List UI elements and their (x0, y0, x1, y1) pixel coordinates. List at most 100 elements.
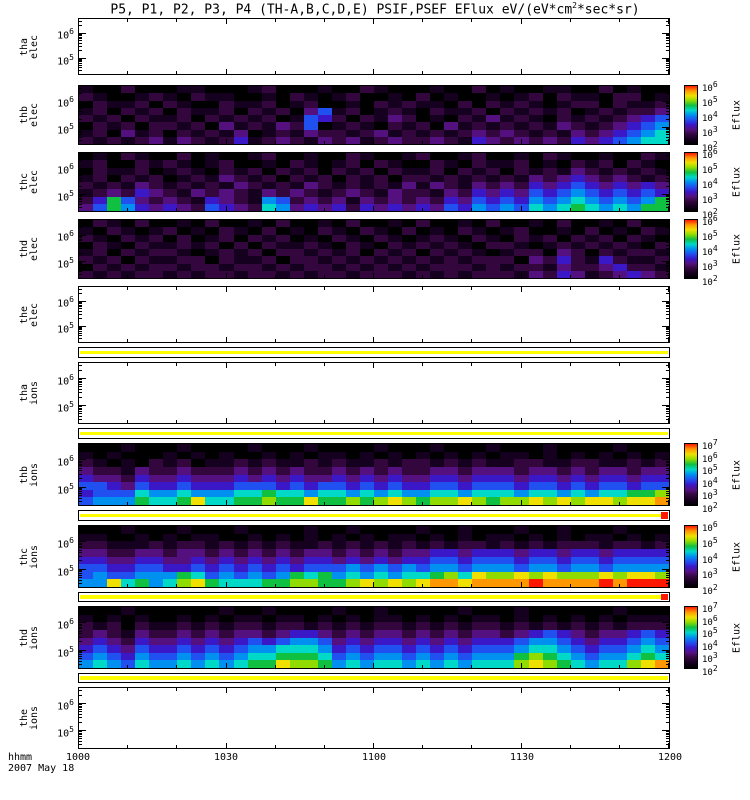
y-tick-minor (666, 713, 669, 715)
colorbar-tick-label: 103 (702, 259, 718, 273)
y-tick-minor (79, 181, 82, 183)
y-tick-label: 106 (57, 95, 74, 110)
line-strip-strip-2 (78, 428, 670, 439)
x-tick (127, 745, 129, 748)
y-tick-minor (666, 155, 669, 157)
y-tick-major (79, 649, 86, 651)
y-tick-label: 105 (57, 725, 74, 740)
y-tick-minor (79, 386, 82, 388)
x-tick (422, 287, 424, 290)
y-tick-minor (666, 542, 669, 544)
y-tick-minor (666, 104, 669, 106)
y-tick-label: 105 (57, 482, 74, 497)
y-tick-minor (666, 327, 669, 329)
x-tick (373, 206, 374, 211)
y-tick-minor (79, 101, 82, 103)
x-tick (274, 208, 276, 211)
x-tick (176, 287, 178, 290)
y-tick-minor (79, 633, 82, 635)
x-tick-label: 1100 (361, 752, 387, 763)
y-tick-minor (79, 721, 82, 723)
y-tick-minor (79, 549, 82, 551)
x-tick (274, 19, 276, 22)
y-tick-minor (666, 609, 669, 611)
y-tick-major (79, 57, 86, 59)
x-tick (520, 337, 522, 342)
y-tick-minor (666, 628, 669, 630)
x-tick (422, 745, 424, 748)
x-tick (274, 363, 276, 366)
x-tick (78, 743, 79, 748)
panel-label-tha-elec: tha elec (19, 34, 40, 59)
y-tick-minor (79, 88, 82, 90)
y-tick-minor (666, 130, 669, 132)
y-tick-minor (79, 664, 82, 666)
colorbar-tick-label: 106 (702, 214, 718, 228)
x-tick (323, 745, 325, 748)
spectrogram-row (79, 444, 669, 452)
y-tick-minor (666, 406, 669, 408)
y-tick-minor (79, 303, 82, 305)
y-tick-minor (666, 59, 669, 61)
y-tick-minor (666, 177, 669, 179)
y-tick-minor (666, 338, 669, 340)
y-tick-minor (79, 45, 82, 47)
line-strip-strip-3 (78, 510, 670, 521)
spectrogram-row (79, 474, 669, 483)
x-tick (323, 339, 325, 342)
y-tick-minor (666, 467, 669, 469)
y-tick-minor (666, 497, 669, 499)
y-tick-minor (79, 155, 82, 157)
spectrogram-row (79, 115, 669, 123)
y-tick-minor (79, 61, 82, 63)
y-tick-minor (79, 50, 82, 52)
y-tick-minor (666, 569, 669, 571)
x-tick (520, 743, 522, 748)
x-tick (323, 287, 325, 290)
panel-label-thb-elec: thb elec (19, 102, 40, 128)
x-tick (520, 19, 522, 24)
y-tick-major (79, 126, 86, 128)
spectrogram-row (79, 629, 669, 638)
y-tick-minor (79, 465, 82, 467)
panel-the-elec (78, 286, 670, 343)
y-tick-minor (79, 652, 82, 654)
y-tick-minor (666, 470, 669, 472)
y-tick-minor (79, 268, 82, 270)
strip-yellow-band (80, 595, 668, 599)
y-tick-minor (79, 623, 82, 625)
y-tick-label: 105 (57, 400, 74, 415)
colorbar-tick-label: 105 (702, 162, 718, 176)
y-tick-label: 105 (57, 564, 74, 579)
x-tick (471, 339, 473, 342)
x-tick (618, 665, 620, 668)
y-tick-minor (79, 657, 82, 659)
y-tick-minor (79, 555, 82, 557)
plot-title: P5, P1, P2, P3, P4 (TH-A,B,C,D,E) PSIF,P… (110, 1, 640, 18)
x-tick (127, 287, 129, 290)
y-tick-minor (79, 203, 82, 205)
y-tick-minor (666, 238, 669, 240)
panel-thd-elec (78, 219, 670, 279)
y-tick-minor (666, 240, 669, 242)
x-tick (618, 745, 620, 748)
x-tick (520, 69, 522, 74)
y-tick-minor (79, 199, 82, 201)
x-tick-label: 1000 (65, 752, 91, 763)
y-tick-minor (666, 25, 669, 27)
y-tick-minor (79, 310, 82, 312)
x-tick (323, 502, 325, 505)
y-tick-minor (666, 657, 669, 659)
y-tick-minor (666, 528, 669, 530)
y-tick-minor (666, 159, 669, 161)
x-tick (373, 688, 374, 693)
y-tick-minor (666, 199, 669, 201)
x-tick (78, 663, 79, 668)
y-tick-minor (666, 301, 669, 303)
x-tick (176, 688, 178, 691)
y-tick-minor (666, 330, 669, 332)
x-tick (176, 502, 178, 505)
x-tick (323, 141, 325, 144)
panel-thc-elec (78, 152, 670, 212)
y-tick-minor (666, 613, 669, 615)
